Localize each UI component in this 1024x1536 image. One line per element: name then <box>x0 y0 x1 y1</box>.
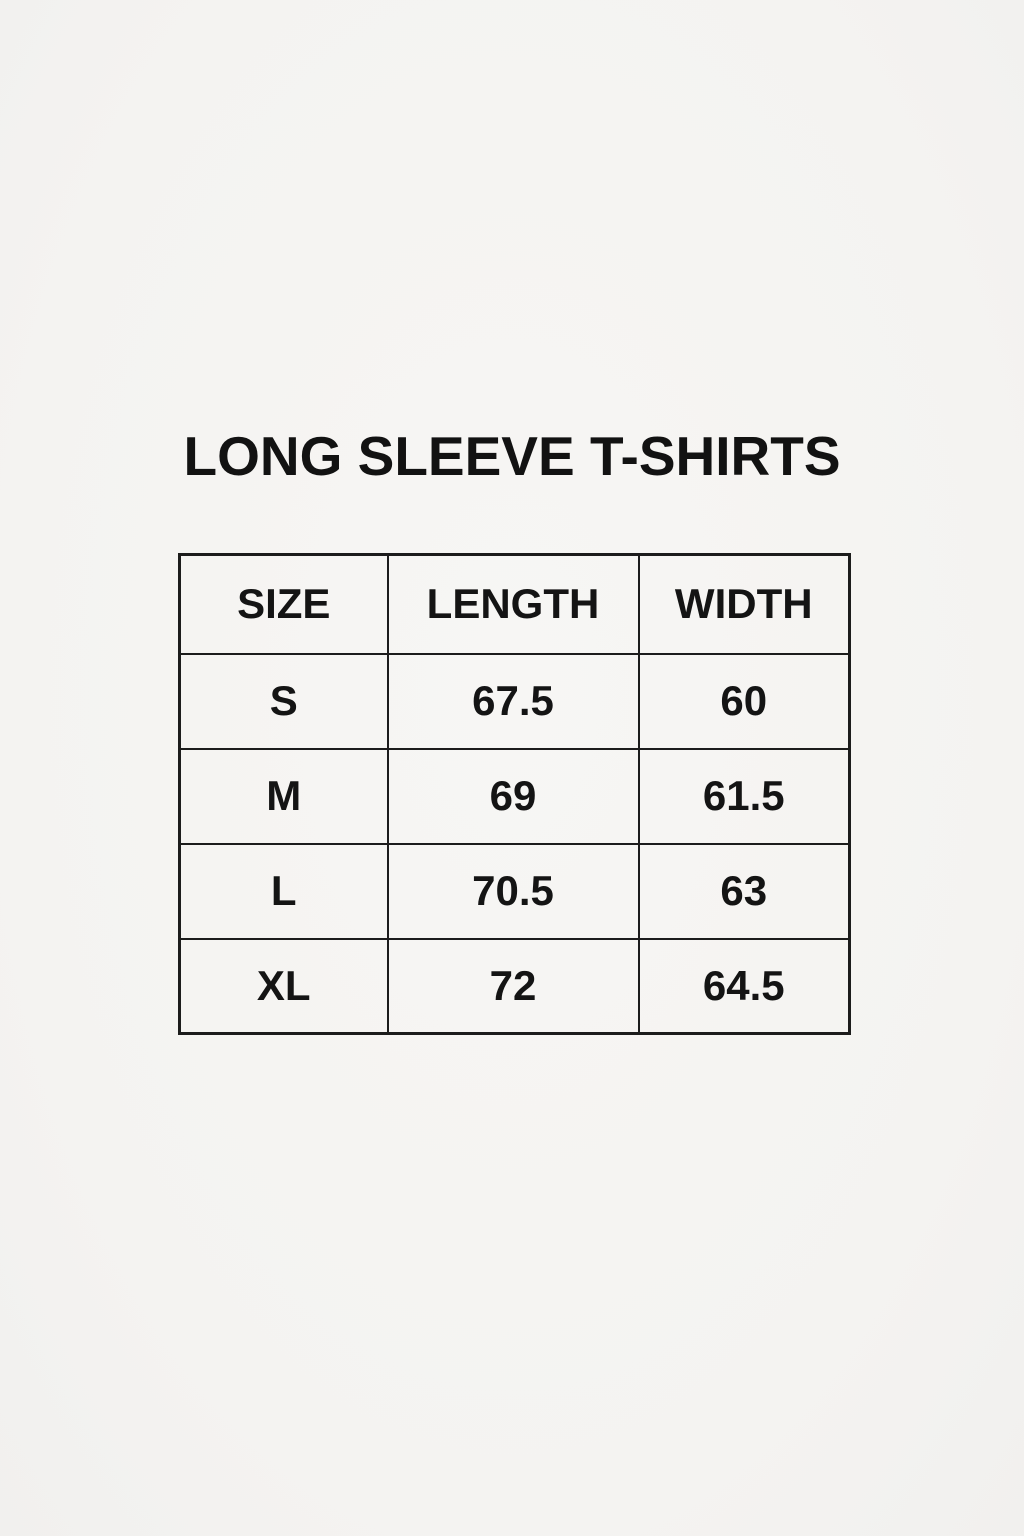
header-cell-width: WIDTH <box>637 553 851 655</box>
cell-s-size: S <box>178 652 389 750</box>
cell-xl-width: 64.5 <box>637 937 851 1035</box>
size-chart-table: SIZE LENGTH WIDTH S 67.5 60 M 69 61.5 L … <box>178 553 851 1035</box>
table-row-xl: XL 72 64.5 <box>178 937 851 1035</box>
header-cell-size: SIZE <box>178 553 389 655</box>
cell-m-length: 69 <box>386 747 640 845</box>
cell-l-size: L <box>178 842 389 940</box>
header-cell-length: LENGTH <box>386 553 640 655</box>
cell-l-length: 70.5 <box>386 842 640 940</box>
cell-xl-size: XL <box>178 937 389 1035</box>
cell-m-width: 61.5 <box>637 747 851 845</box>
cell-m-size: M <box>178 747 389 845</box>
cell-l-width: 63 <box>637 842 851 940</box>
table-header-row: SIZE LENGTH WIDTH <box>178 553 851 655</box>
cell-xl-length: 72 <box>386 937 640 1035</box>
cell-s-width: 60 <box>637 652 851 750</box>
cell-s-length: 67.5 <box>386 652 640 750</box>
table-row-s: S 67.5 60 <box>178 652 851 750</box>
table-row-m: M 69 61.5 <box>178 747 851 845</box>
page-title: LONG SLEEVE T-SHIRTS <box>183 425 841 487</box>
table-row-l: L 70.5 63 <box>178 842 851 940</box>
